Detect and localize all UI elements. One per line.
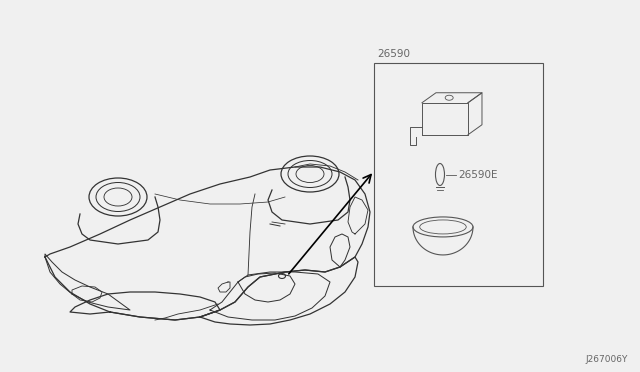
Bar xyxy=(374,63,543,286)
Text: 26590: 26590 xyxy=(377,49,410,59)
Text: J267006Y: J267006Y xyxy=(586,355,628,364)
Text: 26590E: 26590E xyxy=(458,170,497,180)
